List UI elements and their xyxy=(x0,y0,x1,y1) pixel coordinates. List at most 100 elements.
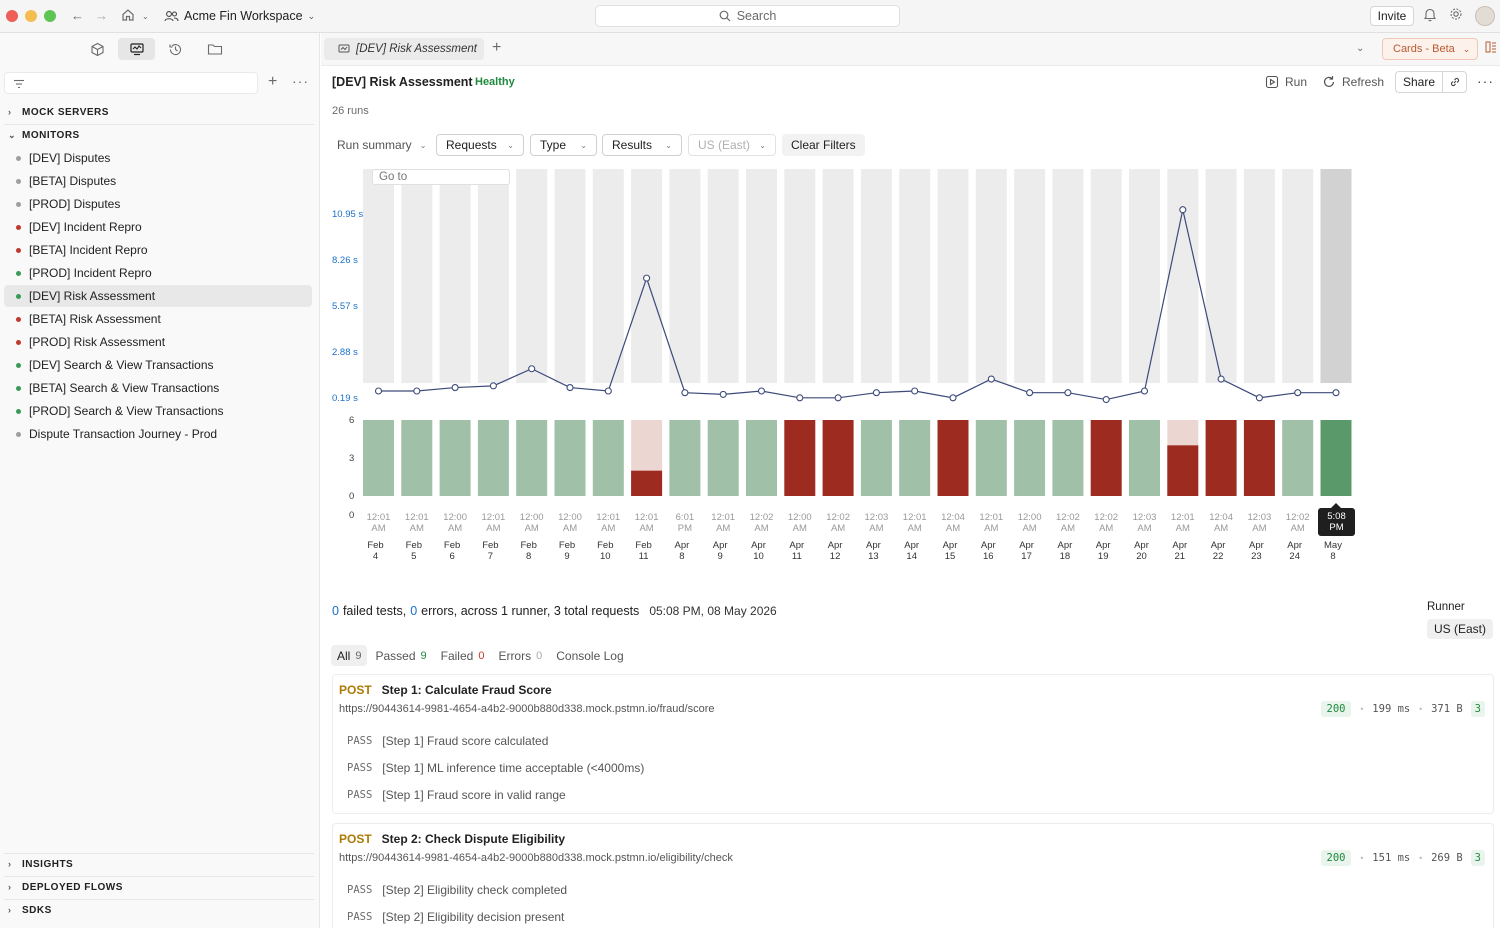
chevron-down-icon[interactable]: ⌄ xyxy=(1356,43,1365,54)
monitor-item[interactable]: [BETA] Disputes xyxy=(4,170,312,192)
share-button[interactable]: Share xyxy=(1396,72,1443,92)
gear-icon[interactable] xyxy=(1449,7,1463,24)
chevron-down-icon: ⌄ xyxy=(1462,43,1471,54)
request-url: https://90443614-9981-4654-a4b2-9000b880… xyxy=(339,703,715,715)
environment-quick-look-icon[interactable] xyxy=(1485,41,1497,56)
monitor-item[interactable]: [PROD] Risk Assessment xyxy=(4,331,312,353)
request-card[interactable]: POST Step 1: Calculate Fraud Score https:/… xyxy=(332,674,1494,814)
user-avatar[interactable] xyxy=(1475,6,1495,26)
clear-filters-button[interactable]: Clear Filters xyxy=(782,134,865,156)
monitor-item[interactable]: [PROD] Disputes xyxy=(4,193,312,215)
monitor-item[interactable]: Dispute Transaction Journey - Prod xyxy=(4,423,312,445)
test-result-row: PASS [Step 1] Fraud score in valid range xyxy=(347,788,566,802)
monitor-item[interactable]: [PROD] Incident Repro xyxy=(4,262,312,284)
bell-icon[interactable] xyxy=(1423,7,1437,25)
monitor-label: [PROD] Disputes xyxy=(29,197,121,211)
divider xyxy=(4,876,314,877)
monitor-item[interactable]: [DEV] Disputes xyxy=(4,147,312,169)
x-tick-day: 12 xyxy=(830,551,841,562)
response-size: 371 B xyxy=(1431,703,1463,715)
result-tab[interactable]: All 9 xyxy=(331,645,368,666)
x-tick-time: 12:01 xyxy=(596,512,620,523)
pass-bar xyxy=(477,420,509,496)
type-filter[interactable]: Type ⌄ xyxy=(530,134,597,156)
folder-icon[interactable] xyxy=(200,38,230,60)
monitors-icon[interactable] xyxy=(118,38,155,60)
more-options-icon[interactable]: ··· xyxy=(1477,73,1494,89)
duration-point xyxy=(451,384,459,392)
monitor-item[interactable]: [PROD] Search & View Transactions xyxy=(4,400,312,422)
tests-count-badge: 3 xyxy=(1470,850,1485,866)
add-monitor-button[interactable]: + xyxy=(268,73,278,90)
run-button[interactable]: Run xyxy=(1265,75,1307,89)
chevron-right-icon: › xyxy=(8,859,12,869)
goto-run-input[interactable] xyxy=(372,169,510,185)
section-monitors[interactable]: ⌄ MONITORS xyxy=(8,126,80,144)
x-tick-time: 12:02 xyxy=(826,512,850,523)
monitor-item[interactable]: [BETA] Incident Repro xyxy=(4,239,312,261)
status-dot-icon xyxy=(16,316,21,322)
result-tab-label: Console Log xyxy=(556,648,624,663)
duration-point xyxy=(1064,389,1072,397)
more-options-icon[interactable]: ··· xyxy=(292,73,309,89)
invite-button[interactable]: Invite xyxy=(1370,6,1414,26)
run-column xyxy=(707,169,739,383)
status-dot-icon xyxy=(16,408,21,414)
duration-point xyxy=(681,389,689,397)
sidebar-filter-input[interactable] xyxy=(4,72,258,94)
monitor-item[interactable]: [BETA] Search & View Transactions xyxy=(4,377,312,399)
monitor-item[interactable]: [DEV] Incident Repro xyxy=(4,216,312,238)
request-card[interactable]: POST Step 2: Check Dispute Eligibility htt… xyxy=(332,823,1494,928)
x-tick-day: 19 xyxy=(1098,551,1109,562)
run-column xyxy=(975,169,1007,383)
collections-icon[interactable] xyxy=(82,38,112,60)
maximize-window-button[interactable] xyxy=(44,10,56,22)
x-tick-ampm: AM xyxy=(1099,523,1113,534)
forward-arrow-icon[interactable]: → xyxy=(95,8,108,23)
x-tick-day: 8 xyxy=(1330,551,1335,562)
minimize-window-button[interactable] xyxy=(25,10,37,22)
section-deployed-flows[interactable]: › DEPLOYED FLOWS xyxy=(8,878,123,896)
tab-label: [DEV] Risk Assessment xyxy=(356,43,477,55)
test-result-row: PASS [Step 1] Fraud score calculated xyxy=(347,734,548,748)
section-insights[interactable]: › INSIGHTS xyxy=(8,855,73,873)
monitor-item[interactable]: [DEV] Search & View Transactions xyxy=(4,354,312,376)
monitor-item[interactable]: [DEV] Risk Assessment xyxy=(4,285,312,307)
history-icon[interactable] xyxy=(160,38,190,60)
test-status: PASS xyxy=(347,789,373,801)
home-icon[interactable] xyxy=(121,8,135,25)
test-name: [Step 2] Eligibility check completed xyxy=(382,883,568,897)
status-dot-icon xyxy=(16,178,21,184)
x-tick-ampm: AM xyxy=(1252,523,1266,534)
pass-bar xyxy=(746,420,777,496)
requests-filter[interactable]: Requests ⌄ xyxy=(436,134,524,156)
result-tab[interactable]: Console Log xyxy=(550,645,629,666)
x-tick-month: Feb xyxy=(521,540,537,551)
pass-bar xyxy=(1282,420,1314,496)
close-window-button[interactable] xyxy=(6,10,18,22)
back-arrow-icon[interactable]: ← xyxy=(71,8,84,23)
new-tab-button[interactable]: + xyxy=(492,39,502,56)
chevron-down-icon[interactable]: ⌄ xyxy=(142,12,149,21)
run-column xyxy=(1052,169,1084,383)
global-search[interactable]: Search xyxy=(595,5,900,27)
section-sdks[interactable]: › SDKS xyxy=(8,901,52,919)
workspace-switcher[interactable]: Acme Fin Workspace ⌄ xyxy=(164,6,315,26)
x-tick-time: 12:01 xyxy=(711,512,735,523)
monitor-item[interactable]: [BETA] Risk Assessment xyxy=(4,308,312,330)
copy-link-icon[interactable] xyxy=(1443,76,1466,88)
filter-label: Run summary xyxy=(337,138,412,152)
pass-bar xyxy=(707,420,739,496)
result-tab[interactable]: Errors 0 xyxy=(492,645,548,666)
refresh-button[interactable]: Refresh xyxy=(1322,75,1384,89)
duration-point xyxy=(1102,395,1110,404)
environment-selector[interactable]: Cards - Beta ⌄ xyxy=(1382,38,1478,60)
run-summary-dropdown[interactable]: Run summary ⌄ xyxy=(328,134,435,156)
section-mock-servers[interactable]: › MOCK SERVERS xyxy=(8,103,109,121)
region-filter[interactable]: US (East) ⌄ xyxy=(688,134,776,156)
result-tab[interactable]: Failed 0 xyxy=(435,645,491,666)
tab-dev-risk-assessment[interactable]: [DEV] Risk Assessment xyxy=(324,38,484,60)
result-tab[interactable]: Passed 9 xyxy=(369,645,432,666)
line-y-tick: 2.88 s xyxy=(332,347,358,358)
results-filter[interactable]: Results ⌄ xyxy=(602,134,682,156)
